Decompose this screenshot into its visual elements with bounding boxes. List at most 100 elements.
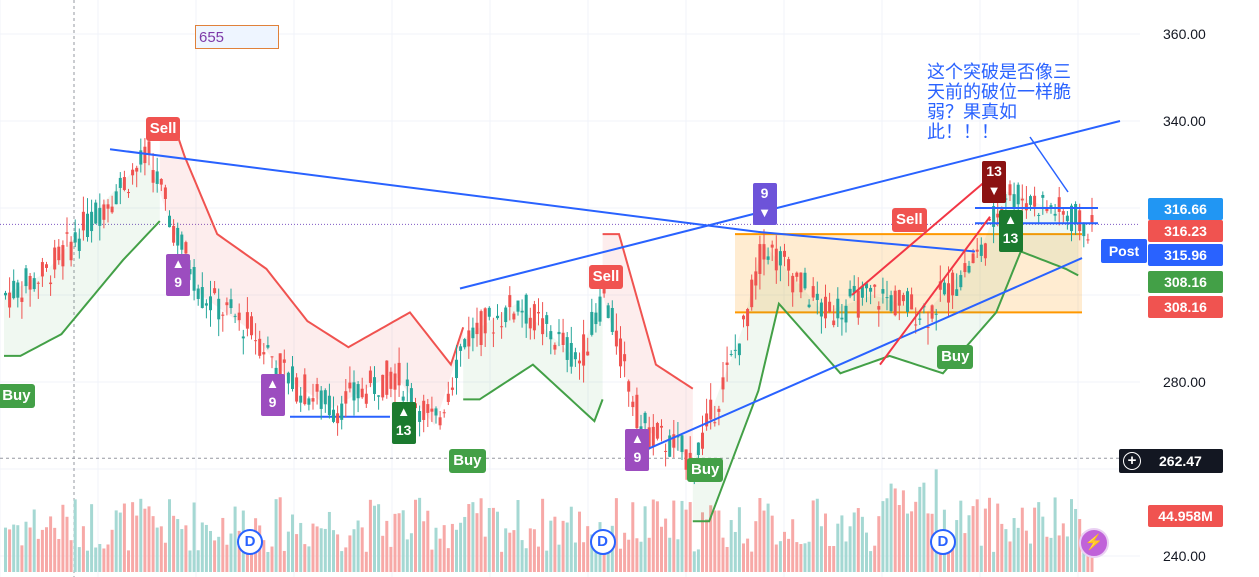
- y-tick-label: 340.00: [1163, 113, 1206, 129]
- candle-body: [377, 395, 381, 397]
- buy-signal[interactable]: Buy: [0, 383, 35, 408]
- dividend-marker[interactable]: D: [589, 529, 616, 555]
- td-count-badge[interactable]: ▲ 13: [998, 210, 1023, 253]
- candle-body: [368, 370, 372, 383]
- td-count-badge[interactable]: 9 ▼: [752, 182, 777, 225]
- dividend-marker[interactable]: D: [237, 529, 263, 555]
- post-market-tag: Post: [1101, 239, 1147, 263]
- volume-bar: [217, 536, 221, 572]
- volume-bar: [778, 541, 782, 572]
- volume-bar: [684, 509, 688, 572]
- candle-body: [86, 213, 89, 237]
- candle-body: [565, 337, 569, 360]
- sell-signal[interactable]: Sell: [145, 117, 181, 142]
- candle-body: [938, 281, 942, 290]
- candle-body: [988, 218, 991, 221]
- candle-body: [61, 245, 65, 267]
- candle-body: [680, 435, 684, 452]
- td-count-badge[interactable]: ▲ 9: [625, 429, 650, 471]
- candle-body: [942, 282, 946, 295]
- volume-bar: [668, 537, 672, 572]
- triangle-up-icon: ▲: [1004, 212, 1017, 228]
- candle-body: [803, 272, 807, 289]
- buy-signal[interactable]: Buy: [449, 448, 486, 473]
- candle-body: [385, 360, 389, 395]
- volume-bar: [516, 500, 520, 572]
- trendlines[interactable]: [109, 120, 1121, 457]
- buy-signal[interactable]: Buy: [937, 344, 974, 369]
- td-count-number: 9: [174, 274, 183, 291]
- dividend-marker[interactable]: D: [929, 529, 956, 555]
- volume-bar: [947, 551, 950, 572]
- volume-bar: [127, 550, 130, 572]
- volume-bar: [643, 506, 647, 572]
- volume-bar: [118, 512, 122, 572]
- candle-body: [127, 192, 130, 194]
- candle-body: [877, 306, 881, 310]
- candle-body: [889, 295, 893, 312]
- volume-bar: [479, 498, 483, 572]
- volume-bar: [664, 518, 668, 572]
- volume-bar: [86, 550, 89, 572]
- volume-bar: [438, 538, 442, 572]
- supertrend-down-tag: 308.16: [1148, 295, 1223, 318]
- sell-signal[interactable]: Sell: [588, 265, 624, 289]
- volume-bar: [1065, 536, 1069, 572]
- blue-trendline: [757, 230, 976, 253]
- volume-bar: [766, 503, 770, 572]
- volume-bar: [635, 538, 639, 572]
- candle-body: [832, 320, 836, 326]
- chart-note[interactable]: 这个突破是否像三天前的破位一样脆弱？果真如此！！！: [927, 62, 1071, 143]
- candle-body: [561, 332, 565, 345]
- volume-bar: [733, 531, 737, 572]
- candle-body: [40, 262, 44, 277]
- candle-body: [496, 315, 499, 319]
- volume-bar: [475, 513, 479, 572]
- volume-bar: [1020, 507, 1024, 572]
- volume-bar: [934, 469, 938, 572]
- td-count-badge[interactable]: ▲ 9: [260, 373, 285, 416]
- volume-bar: [696, 549, 700, 572]
- supertrend-line: [4, 220, 161, 357]
- volume-bar: [102, 548, 106, 572]
- candle-body: [295, 377, 299, 402]
- volume-bar: [1008, 541, 1012, 572]
- volume-bar: [360, 527, 364, 572]
- sell-signal[interactable]: Sell: [892, 208, 927, 233]
- buy-signal[interactable]: Buy: [687, 457, 724, 482]
- volume-bar: [245, 547, 249, 572]
- candle-body: [602, 288, 606, 294]
- triangle-up-icon: ▲: [397, 403, 411, 419]
- candle-body: [401, 396, 405, 401]
- td-count-badge[interactable]: ▲ 13: [391, 401, 416, 444]
- td-count-badge[interactable]: ▲ 9: [166, 254, 191, 297]
- candle-body: [930, 305, 934, 319]
- volume-bar: [49, 516, 53, 572]
- annotation-box[interactable]: 655: [195, 25, 279, 49]
- candle-body: [918, 318, 922, 320]
- volume-bar: [291, 514, 294, 572]
- candle-body: [975, 249, 979, 252]
- volume-bar: [110, 529, 114, 572]
- candle-body: [102, 204, 106, 220]
- candle-body: [94, 202, 98, 224]
- red-trendline: [851, 163, 1006, 296]
- candle-body: [196, 288, 200, 299]
- volume-bar: [590, 534, 594, 572]
- candle-body: [655, 423, 659, 439]
- volume-bar: [967, 515, 971, 572]
- lightning-icon[interactable]: ⚡: [1079, 528, 1109, 558]
- volume-bar: [237, 530, 241, 572]
- volume-bar: [512, 530, 516, 572]
- crosshair-price-tag[interactable]: + 262.47: [1119, 449, 1223, 473]
- volume-bar: [975, 499, 979, 572]
- volume-bar: [549, 520, 553, 572]
- volume-bar: [729, 520, 733, 572]
- td-count-badge[interactable]: 13 ▼: [982, 161, 1007, 204]
- candle-body: [381, 374, 385, 398]
- volume-bar: [824, 513, 827, 572]
- candle-body: [491, 332, 495, 334]
- add-alert-icon[interactable]: +: [1123, 452, 1141, 470]
- candle-body: [352, 382, 356, 401]
